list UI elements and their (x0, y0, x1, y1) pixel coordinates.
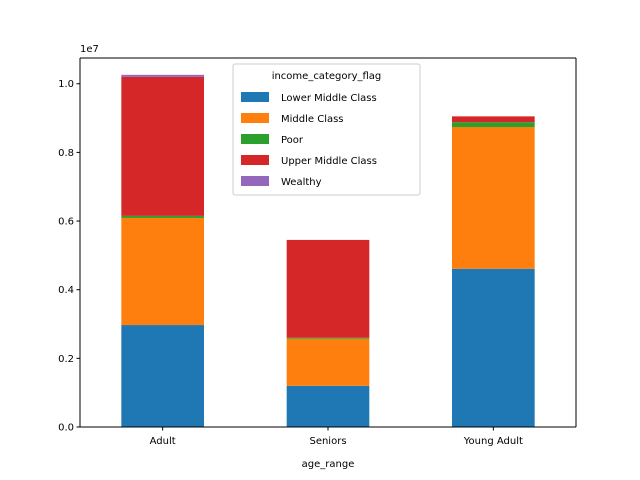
y-tick-label: 1.0 (58, 79, 74, 90)
y-scale-label: 1e7 (80, 44, 99, 55)
x-tick-label: Adult (150, 436, 176, 447)
bar-segment-1-2 (286, 337, 370, 339)
bar-segment-2-2 (452, 122, 535, 127)
bar-segment-2-0 (452, 268, 535, 427)
bars-layer (121, 74, 535, 427)
y-tick-label: 0.6 (58, 217, 74, 228)
y-tick-label: 0.0 (58, 423, 74, 434)
legend-label: Middle Class (281, 114, 344, 125)
bar-segment-1-1 (286, 338, 370, 386)
y-ticks: 0.0 0.2 0.4 0.6 0.8 1.0 (58, 79, 80, 434)
x-ticks: Adult Seniors Young Adult (150, 427, 523, 447)
legend-label: Wealthy (281, 177, 322, 188)
legend-swatch (241, 113, 269, 123)
y-tick-label: 0.4 (58, 285, 74, 296)
legend-swatch (241, 92, 269, 102)
bar-segment-1-3 (286, 239, 370, 338)
y-tick-label: 0.2 (58, 354, 74, 365)
legend-label: Upper Middle Class (281, 156, 377, 167)
legend-label: Poor (281, 135, 304, 146)
x-tick-label: Seniors (309, 436, 346, 447)
bar-segment-0-1 (121, 217, 204, 326)
x-axis-label: age_range (302, 459, 355, 470)
x-tick-label: Young Adult (463, 436, 523, 447)
bar-segment-2-3 (452, 116, 535, 123)
bar-segment-0-4 (121, 74, 204, 77)
legend: income_category_flag Lower Middle Class Mi… (232, 63, 421, 196)
legend-swatch (241, 134, 269, 144)
bar-segment-0-3 (121, 76, 204, 216)
legend-swatch (241, 155, 269, 165)
legend-label: Lower Middle Class (281, 93, 377, 104)
legend-title: income_category_flag (272, 71, 382, 82)
bar-segment-2-1 (452, 126, 535, 269)
legend-box (232, 63, 421, 196)
bar-segment-0-0 (121, 325, 204, 427)
bar-segment-0-2 (121, 215, 204, 218)
legend-swatch (241, 176, 269, 186)
bar-segment-1-0 (286, 385, 370, 427)
y-tick-label: 0.8 (58, 148, 74, 159)
